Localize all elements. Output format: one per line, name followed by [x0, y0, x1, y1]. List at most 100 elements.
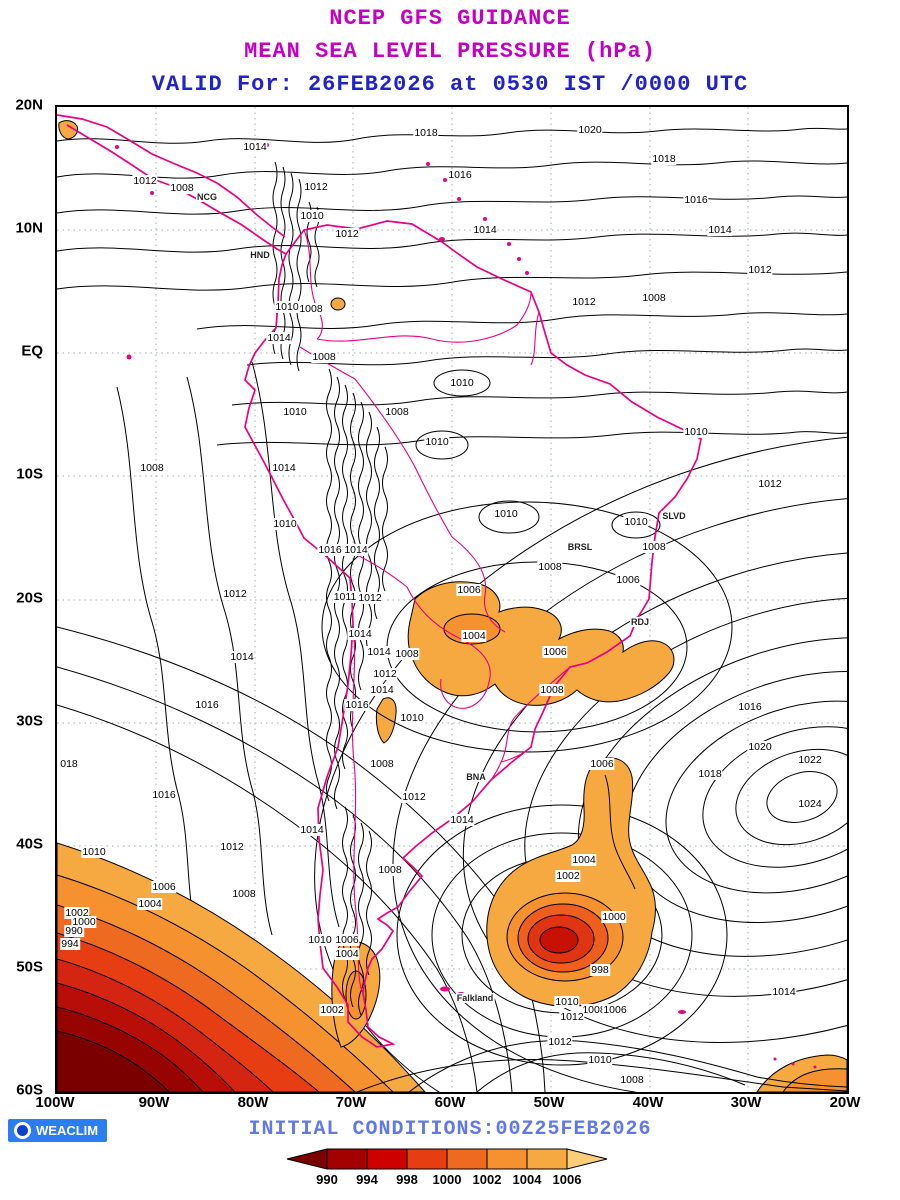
lon-label: 80W	[237, 1094, 269, 1111]
lon-label: 40W	[632, 1094, 664, 1111]
contour-label: 1006	[151, 881, 177, 893]
lat-label: 10S	[16, 465, 43, 483]
place-label: BRSL	[566, 542, 594, 552]
contour-label: 1014	[242, 141, 268, 153]
contour-label: 1016	[447, 169, 473, 181]
lon-label: 30W	[730, 1094, 762, 1111]
lat-label: 40S	[16, 835, 43, 853]
contour-label: 1014	[347, 628, 373, 640]
contour-label: 1012	[219, 841, 245, 853]
contour-label: 1006	[589, 758, 615, 770]
contour-label: 1004	[334, 948, 360, 960]
contour-label: 1012	[547, 1036, 573, 1048]
weaclim-circle-icon	[14, 1122, 31, 1139]
contour-label: 1018	[651, 153, 677, 165]
lon-label: 60W	[434, 1094, 466, 1111]
contour-label: 1010	[554, 996, 580, 1008]
contour-label: 1018	[697, 768, 723, 780]
contour-label: 1020	[577, 124, 603, 136]
contour-label: 1012	[747, 264, 773, 276]
contour-label: 1014	[707, 224, 733, 236]
weaclim-logo-text: WEACLIM	[36, 1123, 99, 1138]
contour-label: 1008	[169, 182, 195, 194]
lon-label: 100W	[35, 1094, 75, 1111]
contour-label: 1008	[139, 462, 165, 474]
footer: WEACLIM INITIAL CONDITIONS:00Z25FEB2026	[0, 1118, 900, 1144]
contour-label: 1014	[366, 646, 392, 658]
contour-label: 1010	[307, 934, 333, 946]
contour-label: 1008	[311, 351, 337, 363]
contour-label: 1012	[357, 592, 383, 604]
longitude-axis: 100W 90W 80W 70W 60W 50W 40W 30W 20W	[35, 1094, 860, 1114]
contour-label: 1008	[619, 1074, 645, 1086]
contour-label: 1004	[137, 898, 163, 910]
lon-label: 90W	[138, 1094, 170, 1111]
contour-label: 1010	[282, 406, 308, 418]
contour-label: 1006	[456, 584, 482, 596]
contour-label: 1012	[559, 1011, 585, 1023]
contour-label: 1010	[683, 426, 709, 438]
page-title: NCEP GFS GUIDANCE	[329, 6, 571, 31]
contour-label: 1012	[334, 228, 360, 240]
legend-value: 1006	[552, 1172, 582, 1187]
contour-label: 1010	[81, 846, 107, 858]
contour-label: 1012	[372, 668, 398, 680]
contour-label: 1024	[797, 798, 823, 810]
contour-label: 1010	[587, 1054, 613, 1066]
contour-label: 1014	[369, 684, 395, 696]
contour-label: 1008	[231, 888, 257, 900]
lon-label: 50W	[533, 1094, 565, 1111]
legend-value: 998	[396, 1172, 418, 1187]
contour-label: 1016	[194, 699, 220, 711]
contour-label: 1014	[472, 224, 498, 236]
legend-values: 990 994 998 1000 1002 1004 1006	[285, 1172, 615, 1190]
place-label: RDJ	[629, 617, 651, 627]
place-label: SLVD	[661, 511, 687, 521]
place-label: NCG	[196, 192, 218, 202]
contour-label: 1012	[222, 588, 248, 600]
legend-colorbar	[286, 1148, 608, 1170]
pressure-map: 1014 1018 1020 1018 1016 1012 1008 1012 1016 1010…	[55, 105, 849, 1094]
contour-label: 1010	[493, 508, 519, 520]
contour-label: 1010	[424, 436, 450, 448]
legend-value: 1002	[472, 1172, 502, 1187]
contour-label: 1008	[537, 561, 563, 573]
contour-label: 1008	[369, 758, 395, 770]
contour-label: 1014	[299, 824, 325, 836]
weaclim-logo: WEACLIM	[8, 1119, 108, 1142]
legend-value: 1004	[512, 1172, 542, 1187]
orange-1004-1006-areas	[58, 120, 847, 1092]
contour-label: 1014	[771, 986, 797, 998]
contour-label: 1006	[602, 1004, 628, 1016]
contour-label: 1006	[334, 934, 360, 946]
contour-label: 1012	[132, 175, 158, 187]
contour-label: 1004	[461, 630, 487, 642]
contour-label: 1016	[683, 194, 709, 206]
contour-label: 1014	[449, 814, 475, 826]
contour-label: 1008	[641, 541, 667, 553]
contour-label: 1010	[299, 210, 325, 222]
contour-label: 1020	[747, 741, 773, 753]
contour-label: 1008	[539, 684, 565, 696]
contour-label: 1010	[272, 518, 298, 530]
contour-label: 1010	[449, 377, 475, 389]
lat-label: EQ	[21, 342, 43, 360]
contour-label: 1012	[571, 296, 597, 308]
lat-label: 50S	[16, 958, 43, 976]
contour-label: 1008	[641, 292, 667, 304]
contour-label: 1010	[399, 712, 425, 724]
contour-label: 1011	[332, 591, 358, 603]
legend-value: 1000	[432, 1172, 462, 1187]
contour-label: 1014	[266, 332, 292, 344]
lat-label: 10N	[15, 219, 43, 237]
contour-label: 1008	[298, 303, 324, 315]
contour-label: 1004	[571, 854, 597, 866]
contour-label: 018	[59, 758, 79, 770]
lat-label: 60S	[16, 1081, 43, 1099]
contour-label: 1008	[377, 864, 403, 876]
contour-label: 1018	[413, 127, 439, 139]
contour-label: 1008	[394, 648, 420, 660]
color-legend: 990 994 998 1000 1002 1004 1006	[285, 1148, 615, 1194]
legend-value: 994	[356, 1172, 378, 1187]
contour-label: 1006	[542, 646, 568, 658]
